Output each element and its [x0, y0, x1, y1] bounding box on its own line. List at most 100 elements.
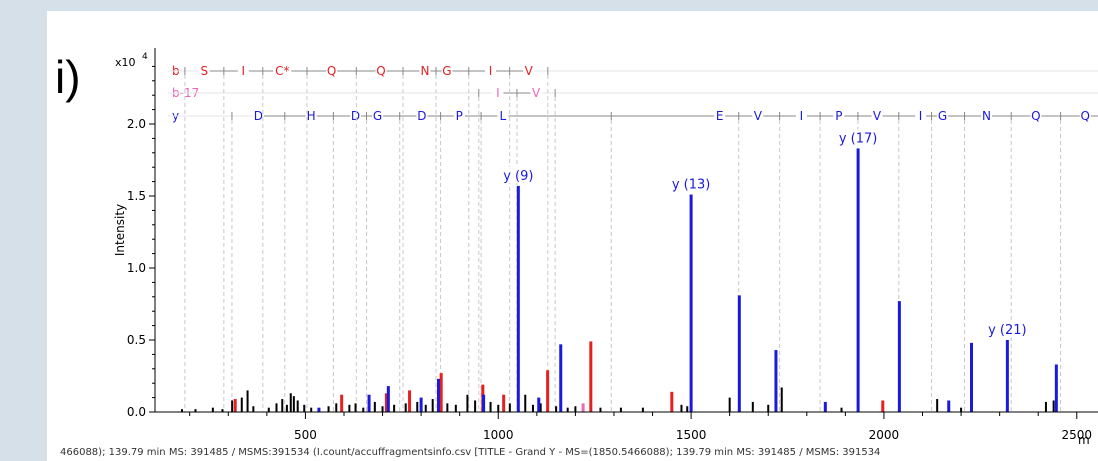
peak-bar-other: [641, 407, 644, 412]
peak-bar-other: [780, 387, 783, 412]
y-axis-multiplier: x10: [115, 56, 136, 69]
residue-bg: [326, 64, 338, 78]
x-tick-label: 2000: [869, 428, 900, 442]
peak-bar-other: [281, 399, 284, 412]
peak-bar-b: [670, 391, 674, 412]
peak-bar-other: [619, 407, 622, 412]
peak-bar-other: [180, 409, 183, 412]
peak-label: y (13): [672, 178, 711, 193]
peak-bar-other: [404, 403, 407, 412]
y-tick-label: 0.5: [127, 333, 146, 347]
peak-bar-y: [823, 401, 827, 412]
peak-bar-other: [381, 406, 384, 412]
chart-panel: [47, 11, 1098, 461]
peak-bar-other: [539, 403, 542, 412]
peak-bar-other: [194, 409, 197, 412]
residue-bg: [453, 109, 465, 123]
peak-bar-other: [555, 406, 558, 412]
peak-bar-y: [897, 301, 901, 412]
residue-label: N: [982, 109, 991, 123]
peak-bar-other: [335, 403, 338, 412]
residue-bg: [375, 64, 387, 78]
peak-bar-other: [267, 407, 270, 412]
peak-labels: y (9)y (13)y (17)y (21)y (24): [498, 129, 1031, 338]
peak-bar-other: [303, 404, 306, 412]
residue-label: Q: [376, 64, 385, 78]
residue-label: I: [800, 109, 804, 123]
peak-bar-other: [431, 399, 434, 412]
residue-bg: [273, 64, 292, 78]
peak-bar-other: [497, 404, 500, 412]
peak-bar-other: [489, 401, 492, 412]
residue-label: I: [489, 64, 493, 78]
peak-bar-other: [840, 407, 843, 412]
residue-label: G: [442, 64, 451, 78]
residue-label: E: [716, 109, 724, 123]
peak-label-bg: [983, 321, 1031, 337]
peak-bar-other: [289, 393, 292, 412]
peak-bar-other: [275, 403, 278, 412]
x-tick-label: 500: [294, 428, 317, 442]
residue-label: V: [754, 109, 763, 123]
peak-bar-b: [340, 394, 344, 412]
y-axis-multiplier-exponent: 4: [142, 52, 148, 62]
peak-bar-other: [1052, 400, 1055, 412]
residue-bg: [237, 64, 249, 78]
footer-caption: 466088); 139.79 min MS: 391485 / MSMS:39…: [60, 447, 881, 458]
peak-bar-other: [751, 401, 754, 412]
peak-bar-b: [439, 373, 443, 412]
peak-bar-b-17: [581, 403, 585, 412]
residue-bg: [752, 109, 764, 123]
peak-bar-y: [1054, 364, 1058, 412]
residue-label: D: [351, 109, 360, 123]
peak-bar-y: [482, 394, 486, 412]
peak-bar-other: [508, 403, 511, 412]
residue-label: V: [532, 86, 541, 100]
residue-label: V: [873, 109, 882, 123]
residue-bg: [871, 109, 883, 123]
residue-label: L: [500, 109, 507, 123]
peak-bar-other: [393, 404, 396, 412]
peak-bar-y: [367, 394, 371, 412]
peak-bar-other: [246, 390, 249, 412]
x-tick-label: 1000: [483, 428, 514, 442]
residue-bg: [497, 109, 509, 123]
peak-bar-y: [689, 194, 693, 412]
peak-bar-other: [566, 407, 569, 412]
peak-bar-other: [531, 404, 534, 412]
peak-bar-other: [292, 396, 295, 412]
residue-label: Q: [1031, 109, 1040, 123]
residue-label: I: [496, 86, 500, 100]
peak-bar-other: [686, 406, 689, 412]
peak-bar-y: [969, 342, 973, 412]
residue-bg: [416, 109, 428, 123]
residue-label: I: [919, 109, 923, 123]
residue-bg: [372, 109, 384, 123]
peak-bar-other: [348, 404, 351, 412]
y-tick-label: 1.0: [127, 261, 146, 275]
x-tick-label: 1500: [676, 428, 707, 442]
residue-bg: [1030, 109, 1042, 123]
residue-label: V: [525, 64, 534, 78]
residue-bg: [485, 64, 497, 78]
residue-label: Q: [327, 64, 336, 78]
peak-bar-other: [466, 394, 469, 412]
peak-label-bg: [498, 166, 539, 183]
peak-bar-y: [774, 350, 778, 412]
peak-bar-other: [416, 401, 419, 412]
peak-bar-other: [373, 401, 376, 412]
peak-bar-other: [574, 406, 577, 412]
peak-bar-b: [502, 394, 506, 412]
residue-label: D: [417, 109, 426, 123]
residue-bg: [833, 109, 845, 123]
peak-bars: [180, 148, 1058, 413]
residue-bg: [714, 109, 726, 123]
peak-bar-other: [454, 404, 457, 412]
residue-label: I: [242, 64, 246, 78]
peak-bar-other: [296, 400, 299, 412]
peak-bar-other: [327, 406, 330, 412]
peak-bar-other: [936, 399, 939, 412]
peak-bar-y: [419, 397, 423, 412]
y-axis-label: Intensity: [113, 204, 127, 256]
